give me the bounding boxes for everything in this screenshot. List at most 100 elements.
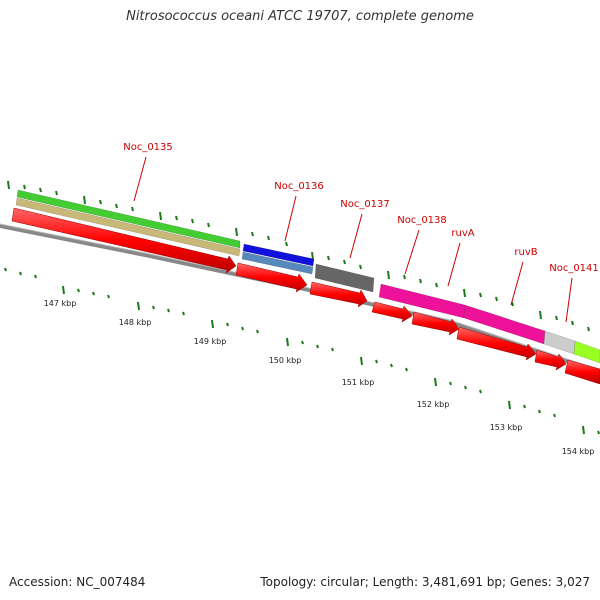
outer-tick-mark	[403, 274, 406, 280]
outer-tick-mark	[463, 288, 466, 298]
gene-labels: Noc_0135 Noc_0136 Noc_0137 Noc_0138 ruvA ruvB…	[123, 142, 599, 323]
scale-tick-mark	[77, 288, 80, 293]
scale-tick-mark	[19, 271, 22, 276]
scale-tick-mark	[316, 344, 319, 349]
gene-label[interactable]: Noc_0141	[549, 263, 599, 274]
cds-arrow[interactable]	[309, 281, 368, 308]
outer-tick-mark	[23, 184, 26, 190]
outer-tick-mark	[115, 203, 118, 209]
kbp-label: 150 kbp	[269, 356, 302, 365]
scale-tick-mark	[107, 294, 110, 299]
outer-tick-mark	[131, 206, 134, 212]
gene-label-leader	[565, 277, 573, 323]
scale-tick-mark	[241, 326, 244, 331]
scale-tick-mark	[331, 347, 334, 352]
cds-arrow[interactable]	[534, 349, 567, 371]
scale-tick-mark	[62, 285, 65, 295]
outer-tick-mark	[343, 259, 346, 265]
scale-tick-mark	[375, 359, 378, 364]
scale-tick-mark	[508, 400, 511, 410]
scale-tick-mark	[538, 409, 541, 414]
gene-label-leader	[510, 261, 524, 306]
gene-band-noc-0135-secondary[interactable]	[15, 197, 241, 257]
scale-tick-mark	[92, 291, 95, 296]
outer-tick-mark	[327, 255, 330, 261]
gene-band-noc-0136[interactable]	[242, 243, 315, 267]
cds-arrow[interactable]	[11, 207, 237, 274]
outer-tick-mark	[235, 227, 238, 237]
scale-tick-mark	[226, 322, 229, 327]
outer-tick-mark	[555, 315, 558, 321]
scale-tick-mark	[137, 301, 140, 311]
scale-tick-mark	[286, 337, 289, 347]
outer-tick-mark	[83, 195, 86, 205]
outer-tick-mark	[479, 292, 482, 298]
outer-tick-mark	[435, 282, 438, 288]
scale-tick-mark	[152, 305, 155, 310]
scale-tick-mark	[390, 363, 393, 368]
gene-label[interactable]: ruvB	[514, 247, 537, 258]
outer-tick-mark	[191, 218, 194, 224]
scale-tick-mark	[582, 425, 585, 435]
gene-label-leader	[133, 156, 147, 202]
outer-tick-mark	[99, 199, 102, 205]
scale-tick-mark	[464, 385, 467, 390]
topology-text: Topology: circular; Length: 3,481,691 bp…	[260, 575, 590, 589]
gene-band-noc-0136-secondary[interactable]	[241, 251, 314, 275]
cds-arrow[interactable]	[564, 359, 600, 385]
scale-tick-mark	[449, 381, 452, 386]
outer-tick-mark	[285, 241, 288, 247]
gene-label-leader	[349, 213, 363, 259]
kbp-label: 149 kbp	[194, 337, 227, 346]
scale-tick-mark	[405, 367, 408, 372]
gene-label[interactable]: Noc_0137	[340, 199, 390, 210]
kbp-label: 148 kbp	[119, 318, 152, 327]
kbp-label: 154 kbp	[562, 447, 595, 456]
scale-tick-mark	[34, 274, 37, 279]
gene-label-leader	[284, 195, 297, 242]
outer-tick-mark	[207, 222, 210, 228]
outer-tick-mark	[587, 326, 590, 332]
outer-tick-mark	[175, 215, 178, 221]
outer-tick-mark	[39, 187, 42, 193]
outer-tick-mark	[419, 278, 422, 284]
outer-tick-mark	[55, 190, 58, 196]
kbp-label: 147 kbp	[44, 299, 77, 308]
scale-tick-mark	[597, 430, 600, 435]
gene-label-leader	[447, 242, 461, 287]
kbp-label: 153 kbp	[490, 423, 523, 432]
scale-tick-mark	[4, 267, 7, 272]
cds-arrow[interactable]	[411, 311, 460, 336]
gene-band-next[interactable]	[573, 340, 600, 364]
scale-labels: 147 kbp 148 kbp 149 kbp 150 kbp 151 kbp 152 k…	[44, 299, 595, 456]
cds-arrow[interactable]	[456, 326, 537, 361]
scale-tick-mark	[301, 340, 304, 345]
scale-tick-mark	[523, 404, 526, 409]
scale-tick-mark	[167, 308, 170, 313]
outer-tick-mark	[539, 310, 542, 320]
cds-arrow[interactable]	[235, 262, 308, 293]
outer-tick-mark	[159, 211, 162, 221]
outer-tick-mark	[571, 320, 574, 326]
gene-label[interactable]: Noc_0136	[274, 181, 324, 192]
cds-arrow[interactable]	[371, 301, 413, 323]
outer-tick-mark	[251, 231, 254, 237]
scale-tick-mark	[434, 377, 437, 387]
outer-tick-mark	[495, 296, 498, 302]
genome-title: Nitrosococcus oceani ATCC 19707, complet…	[126, 9, 474, 24]
gene-band-noc-0141[interactable]	[543, 330, 576, 355]
outer-tick-mark	[311, 251, 314, 261]
gene-band-noc-0135[interactable]	[16, 189, 241, 249]
scale-tick-mark	[360, 356, 363, 366]
scale-tick-mark	[553, 413, 556, 418]
outer-tick-mark	[7, 180, 10, 190]
outer-tick-mark	[387, 270, 390, 280]
kbp-label: 152 kbp	[417, 400, 450, 409]
gene-label[interactable]: Noc_0135	[123, 142, 173, 153]
gene-label-leader	[404, 229, 420, 275]
gene-features	[11, 189, 600, 385]
gene-label[interactable]: ruvA	[451, 228, 474, 239]
gene-label[interactable]: Noc_0138	[397, 215, 447, 226]
gene-band-noc-0137[interactable]	[314, 263, 375, 293]
